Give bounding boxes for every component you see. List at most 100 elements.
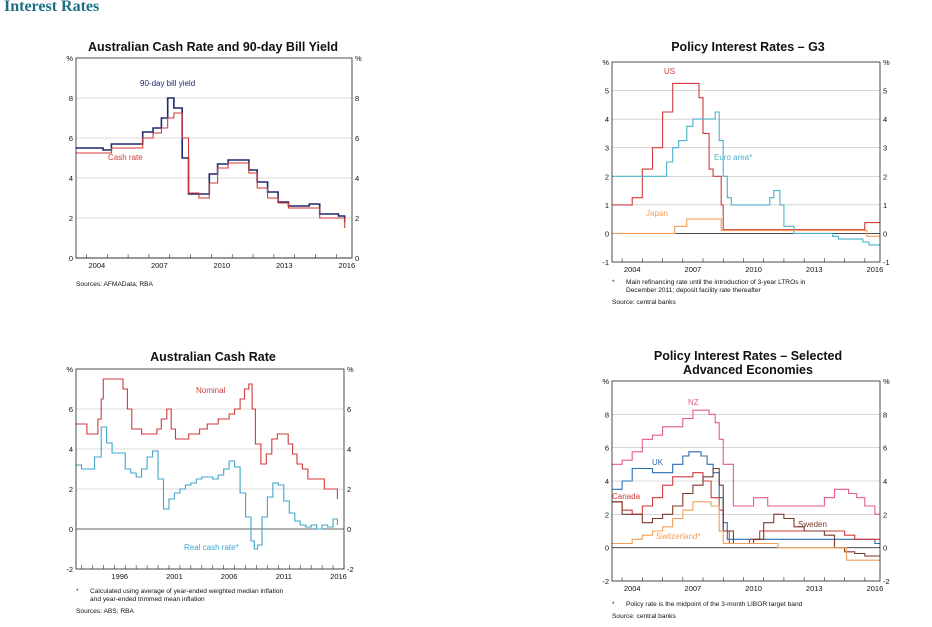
series-line-real-cash-rate- — [76, 426, 338, 550]
x-tick-label: 2007 — [685, 265, 702, 274]
chart-footnote-1: * Calculated using average of year-ended … — [76, 588, 283, 596]
chart-source: Sources: ABS; RBA — [76, 608, 134, 615]
y-tick-label-right: 4 — [347, 445, 351, 454]
plot-frame — [75, 57, 353, 259]
x-tick-label: 2013 — [276, 261, 293, 270]
x-tick-label: 2004 — [624, 265, 641, 274]
series-line-japan — [612, 218, 880, 237]
footnote-text: Main refinancing rate until the introduc… — [626, 279, 806, 286]
plot-frame — [75, 368, 345, 570]
footnote-text: Policy rate is the midpoint of the 3-mon… — [626, 601, 803, 608]
x-tick-label: 2016 — [338, 261, 355, 270]
chart-title-line-1: Policy Interest Rates – Selected — [653, 349, 843, 363]
y-tick-label-left: -2 — [66, 565, 73, 574]
footnote-text: December 2011; deposit facility rate the… — [626, 287, 761, 294]
footnote-marker: * — [76, 588, 79, 595]
chart-svg: -2 -2 0 0 2 2 4 4 6 6 8 8% % 2004 2007 2010 2013 2016 NZ UK… — [602, 377, 890, 593]
x-tick-label: 2016 — [330, 572, 347, 581]
series-annotation: NZ — [688, 398, 699, 407]
series-annotation: Real cash rate* — [184, 543, 239, 552]
y-tick-label-left: 6 — [69, 134, 73, 143]
x-tick-label: 2001 — [166, 572, 183, 581]
unit-label-left: % — [66, 365, 73, 374]
series-line-canada — [612, 472, 880, 545]
series-line-cash-rate — [76, 112, 346, 228]
y-tick-label-left: 6 — [605, 444, 609, 453]
series-annotation: Japan — [646, 209, 668, 218]
y-tick-label-left: 0 — [605, 229, 609, 238]
y-tick-label-right: 3 — [883, 144, 887, 153]
chart-footnote-2: December 2011; deposit facility rate the… — [626, 287, 761, 295]
x-tick-label: 2016 — [867, 265, 884, 274]
x-tick-label: 2013 — [806, 265, 823, 274]
chart-title: Australian Cash Rate — [150, 350, 276, 364]
plot-frame — [611, 61, 881, 263]
y-tick-label-left: 4 — [605, 115, 609, 124]
series-annotation: UK — [652, 458, 664, 467]
y-tick-label-left: -1 — [602, 258, 609, 267]
y-tick-label-left: 1 — [605, 201, 609, 210]
chart-title: Policy Interest Rates – G3 — [671, 40, 825, 54]
y-tick-label-right: 2 — [883, 172, 887, 181]
unit-label-right: % — [883, 58, 890, 67]
y-tick-label-left: 8 — [605, 410, 609, 419]
chart-svg: 0 0 2 2 4 4 6 6 8 8% % 2004 2007 2010 2013 2016 90-day b… — [66, 54, 362, 270]
x-tick-label: 2004 — [88, 261, 105, 270]
footnote-text: and year-ended trimmed mean inflation — [90, 596, 205, 603]
chart-australian-cash-rate: Australian Cash Rate -2 -2 0 0 2 2 4 4 6 6%% 1996 2… — [48, 345, 378, 625]
y-tick-label-right: 0 — [347, 525, 351, 534]
footnote-text: Calculated using average of year-ended w… — [90, 588, 284, 595]
y-tick-label-left: 0 — [605, 544, 609, 553]
y-tick-label-right: 5 — [883, 87, 887, 96]
x-tick-label: 2007 — [151, 261, 168, 270]
y-tick-label-right: 8 — [883, 410, 887, 419]
series-line-nz — [612, 409, 880, 515]
y-tick-label-right: 2 — [883, 510, 887, 519]
unit-label-left: % — [602, 377, 609, 386]
chart-cash-rate-bill-yield: Australian Cash Rate and 90-day Bill Yie… — [48, 38, 378, 298]
y-tick-label-left: -2 — [602, 577, 609, 586]
series-annotation: Nominal — [196, 386, 226, 395]
series-line-switzerland- — [612, 501, 880, 561]
y-tick-label-left: 2 — [605, 172, 609, 181]
x-tick-label: 2006 — [221, 572, 238, 581]
x-tick-label: 2013 — [806, 584, 823, 593]
series-line-uk — [612, 451, 880, 545]
series-annotation: Switzerland* — [656, 532, 700, 541]
x-tick-label: 2011 — [276, 572, 292, 581]
chart-svg: -1 -1 0 0 1 1 2 2 3 3 4 4 5 5% % 2004 2007 2010 2013 2016 US… — [602, 58, 890, 274]
y-tick-label-right: 2 — [355, 214, 359, 223]
chart-policy-rates-g3: Policy Interest Rates – G3 -1 -1 0 0 1 1 2 2 3 3 4… — [588, 38, 908, 313]
footnote-marker: * — [612, 601, 615, 608]
series-line-us — [612, 82, 880, 231]
x-tick-label: 2010 — [745, 265, 762, 274]
y-tick-label-right: 4 — [883, 477, 887, 486]
chart-title: Australian Cash Rate and 90-day Bill Yie… — [87, 40, 339, 54]
chart-source: Sources: AFMAData; RBA — [76, 281, 153, 288]
y-tick-label-left: 3 — [605, 144, 609, 153]
x-tick-label: 2010 — [745, 584, 762, 593]
chart-footnote-1: * Policy rate is the midpoint of the 3-mo… — [612, 601, 802, 609]
x-tick-label: 2004 — [624, 584, 641, 593]
chart-footnote-1: * Main refinancing rate until the introdu… — [612, 279, 805, 287]
y-tick-label-right: 0 — [883, 229, 887, 238]
y-tick-label-right: 0 — [883, 544, 887, 553]
x-tick-label: 2016 — [867, 584, 884, 593]
y-tick-label-right: 6 — [355, 134, 359, 143]
y-tick-label-right: -1 — [883, 258, 890, 267]
x-tick-label: 1996 — [111, 572, 128, 581]
series-annotation: Canada — [612, 492, 641, 501]
series-annotation: 90-day bill yield — [140, 79, 195, 88]
y-tick-label-left: 4 — [69, 445, 73, 454]
series-annotation: Cash rate — [108, 153, 143, 162]
series-line-euro-area- — [612, 111, 880, 246]
series-line-sweden — [612, 467, 880, 557]
chart-policy-rates-selected: Policy Interest Rates – Selected Advance… — [588, 345, 908, 625]
y-tick-label-right: 1 — [883, 201, 887, 210]
y-tick-label-right: 2 — [347, 485, 351, 494]
y-tick-label-left: 5 — [605, 87, 609, 96]
x-tick-label: 2007 — [685, 584, 702, 593]
x-tick-label: 2010 — [213, 261, 230, 270]
unit-label-left: % — [602, 58, 609, 67]
chart-svg: -2 -2 0 0 2 2 4 4 6 6% % 1996 2001 2006 2011 2016 Nomina… — [66, 365, 354, 581]
